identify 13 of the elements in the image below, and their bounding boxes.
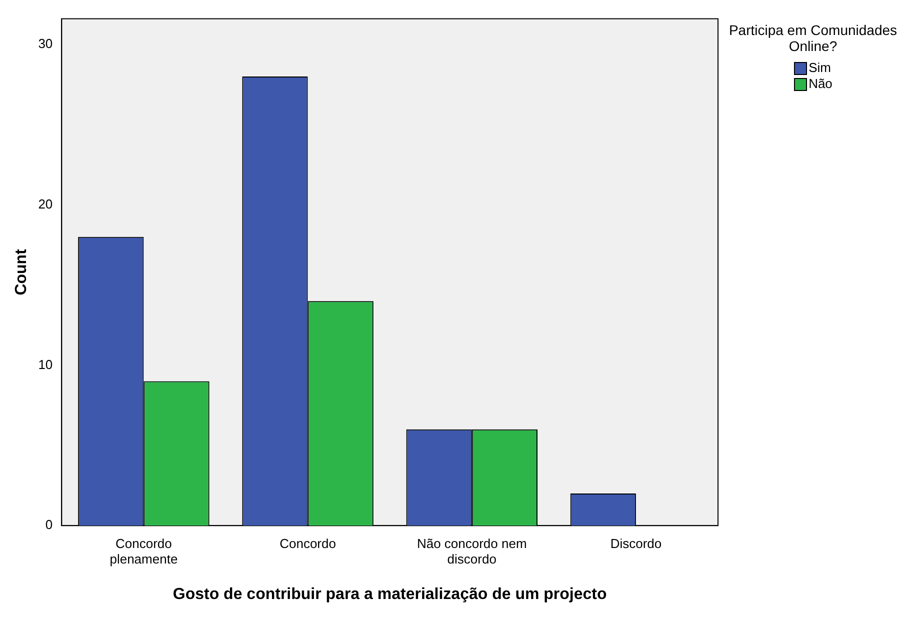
y-tick-label: 20	[38, 196, 53, 212]
x-tick-label: Discordo	[610, 536, 662, 551]
x-tick-label: Concordo plenamente	[110, 536, 178, 567]
y-tick-label: 10	[38, 356, 53, 372]
legend-label: Sim	[808, 60, 831, 76]
y-axis-title: Count	[13, 248, 30, 296]
x-tick-label: Não concordo nem discordo	[416, 536, 527, 567]
x-tick-label: Concordo	[280, 536, 336, 551]
x-axis-title: Gosto de contribuir para a materialização de um projecto	[172, 586, 607, 603]
legend-title: Participa em Comunidades Online?	[728, 22, 898, 54]
y-tick-label: 30	[38, 36, 53, 52]
legend-label: Não	[808, 76, 832, 92]
y-tick-label: 0	[45, 517, 53, 532]
